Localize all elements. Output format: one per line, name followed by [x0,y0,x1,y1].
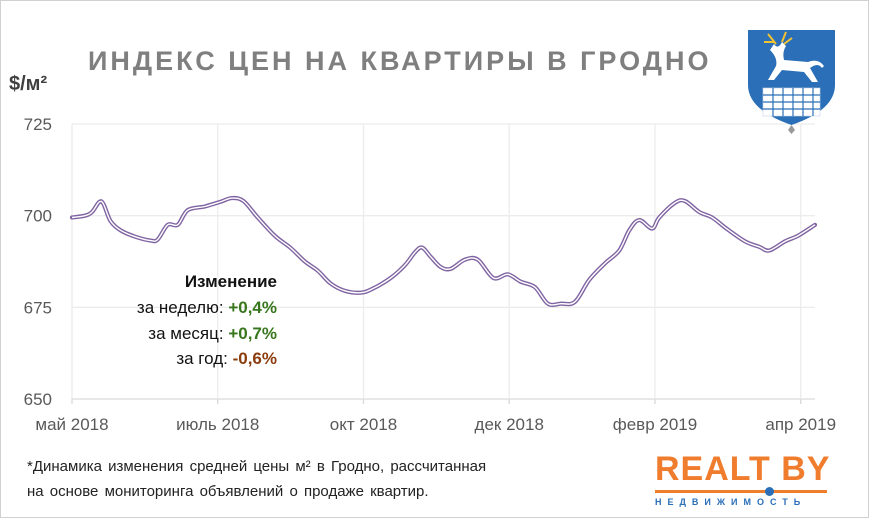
series [69,195,818,308]
change-heading: Изменение [184,272,277,291]
logo-sub-text: НЕДВИЖИМОСТЬ [655,497,807,507]
chart-title: ИНДЕКС ЦЕН НА КВАРТИРЫ В ГРОДНО [88,46,712,76]
x-tick-label: май 2018 [35,415,108,434]
x-axis: май 2018 июль 2018 окт 2018 дек 2018 февр 20… [35,399,836,434]
x-tick-label: февр 2019 [613,415,697,434]
change-year: за год: -0,6% [176,349,277,369]
change-month-value: +0,7% [228,324,277,343]
y-tick-label: 725 [24,115,52,134]
change-week: за неделю: +0,4% [137,298,277,318]
x-tick-label: окт 2018 [330,415,397,434]
grid [71,123,815,400]
footnote-line-1: *Динамика изменения средней цены м² в Гр… [27,458,487,475]
footnote-line-2: на основе мониторинга объявлений о прода… [27,483,429,500]
change-year-value: -0,6% [232,349,277,368]
logo-main-text: REALT BY [655,450,831,488]
change-week-label: за неделю: [136,298,224,317]
change-year-label: за год: [176,349,228,368]
change-month: за месяц: +0,7% [148,324,277,344]
price-line-inner [71,197,816,306]
x-tick-label: дек 2018 [475,415,544,434]
y-tick-label: 700 [24,207,52,226]
change-week-value: +0,4% [228,298,277,317]
grodno-coat-of-arms-icon [748,30,835,134]
y-axis-unit: $/м² [9,73,48,95]
y-axis: 650 675 700 725 [24,115,52,409]
change-month-label: за месяц: [148,324,224,343]
x-tick-label: апр 2019 [765,415,836,434]
y-tick-label: 650 [24,390,52,409]
y-tick-label: 675 [24,298,52,317]
logo-dot [765,487,774,496]
logo-underline [655,487,827,496]
realt-by-logo: REALT BY НЕДВИЖИМОСТЬ [655,452,830,507]
x-tick-label: июль 2018 [176,415,259,434]
